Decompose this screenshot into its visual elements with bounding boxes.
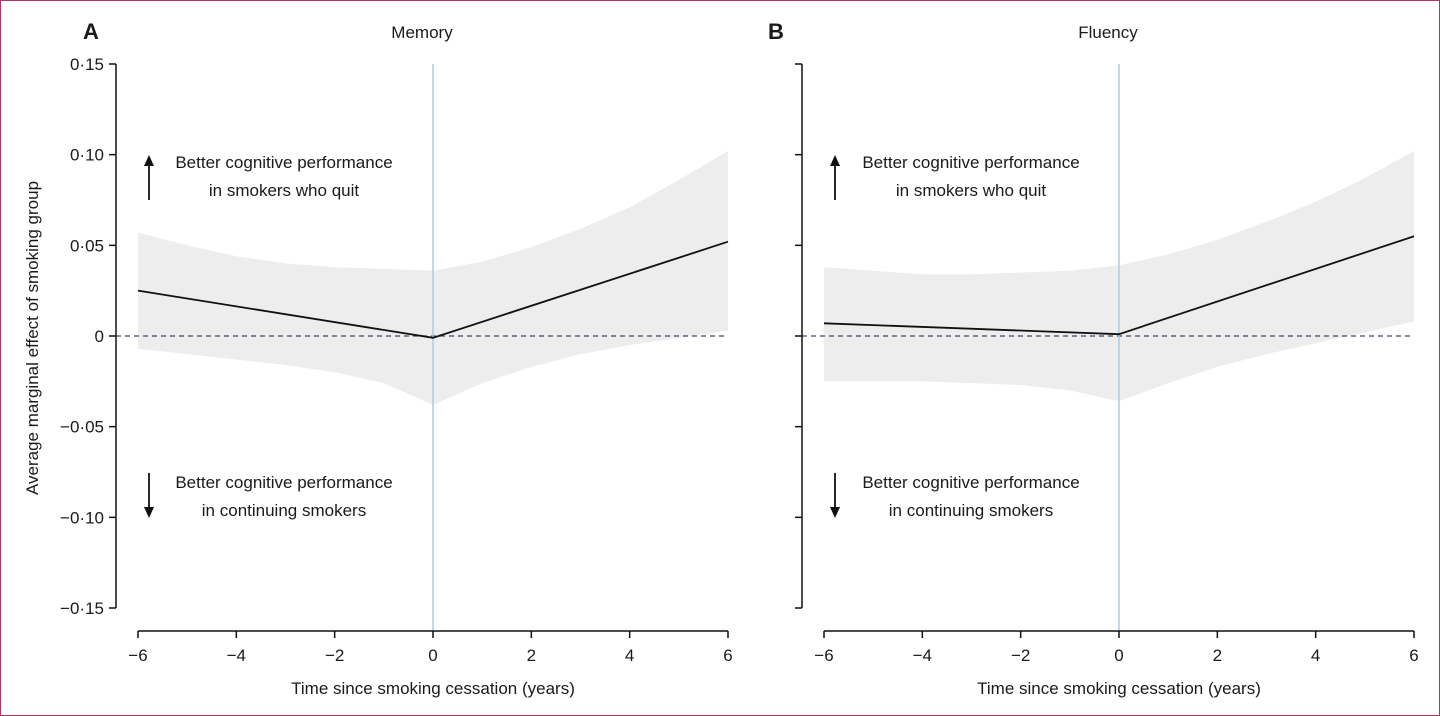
x-tick-label: −4 (913, 646, 932, 665)
panel-title: Memory (391, 23, 453, 42)
x-tick-label: −2 (325, 646, 344, 665)
x-tick-label: −6 (814, 646, 833, 665)
x-tick-label: 2 (1213, 646, 1222, 665)
panel-b: −6 −4 −2 0 2 4 6 Time since smoking cessation (… (768, 19, 1419, 698)
y-tick-label: 0·15 (70, 55, 104, 74)
y-tick-label: −0·05 (60, 418, 104, 437)
arrow-down-icon (830, 507, 840, 518)
annotation-text: in smokers who quit (209, 181, 360, 200)
arrow-up-icon (144, 155, 154, 166)
x-tick-label: 0 (1114, 646, 1123, 665)
y-tick-label: 0·05 (70, 236, 104, 255)
x-tick-label: 2 (527, 646, 536, 665)
panel-a: 0·15 0·10 0·05 0 −0·05 −0·10 −0·15 −6 −4 −2 0 2 4 6 Ti… (60, 19, 733, 698)
y-tick-label: 0 (95, 327, 104, 346)
annotation-text: Better cognitive performance (175, 473, 392, 492)
y-tick-label: −0·15 (60, 599, 104, 618)
panel-letter: B (768, 19, 784, 44)
arrow-down-icon (144, 507, 154, 518)
x-tick-label: 0 (428, 646, 437, 665)
x-axis-label: Time since smoking cessation (years) (977, 679, 1261, 698)
annotation-text: in smokers who quit (896, 181, 1047, 200)
x-tick-label: −6 (128, 646, 147, 665)
y-axis-label: Average marginal effect of smoking group (23, 181, 42, 495)
x-tick-label: 6 (723, 646, 732, 665)
annotation-text: Better cognitive performance (862, 153, 1079, 172)
y-tick-label: 0·10 (70, 146, 104, 165)
x-tick-label: −4 (227, 646, 246, 665)
annotation-text: in continuing smokers (202, 501, 366, 520)
y-tick-label: −0·10 (60, 508, 104, 527)
annotation-text: Better cognitive performance (175, 153, 392, 172)
panel-title: Fluency (1078, 23, 1138, 42)
annotation-text: in continuing smokers (889, 501, 1053, 520)
arrow-up-icon (830, 155, 840, 166)
x-tick-label: −2 (1011, 646, 1030, 665)
annotation-text: Better cognitive performance (862, 473, 1079, 492)
x-tick-label: 6 (1409, 646, 1418, 665)
panel-letter: A (83, 19, 99, 44)
x-axis-label: Time since smoking cessation (years) (291, 679, 575, 698)
x-tick-label: 4 (625, 646, 634, 665)
x-tick-label: 4 (1311, 646, 1320, 665)
